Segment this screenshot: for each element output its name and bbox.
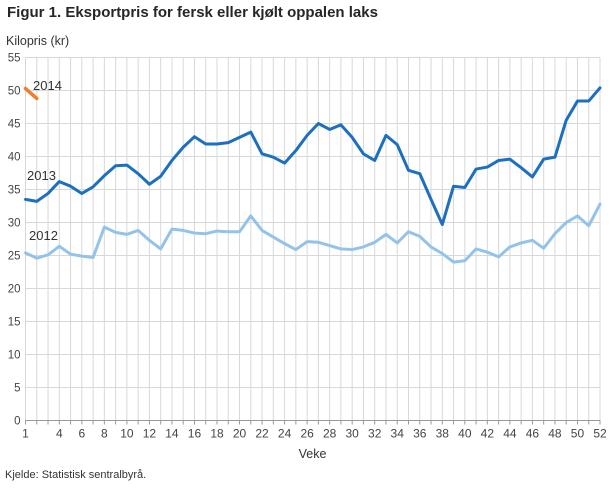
source-note: Kjelde: Statistisk sentralbyrå. bbox=[5, 469, 147, 481]
x-tick-label: 30 bbox=[345, 427, 359, 441]
x-tick-label: 44 bbox=[503, 427, 517, 441]
x-tick-label: 24 bbox=[278, 427, 292, 441]
y-tick-label: 15 bbox=[8, 317, 21, 329]
series-label-2012: 2012 bbox=[29, 228, 58, 243]
x-tick-label: 36 bbox=[413, 427, 427, 441]
x-tick-label: 48 bbox=[548, 427, 562, 441]
y-tick-label: 0 bbox=[14, 416, 20, 428]
y-tick-label: 55 bbox=[8, 53, 21, 65]
y-tick-label: 20 bbox=[8, 284, 21, 296]
x-tick-label: 50 bbox=[571, 427, 585, 441]
x-tick-label: 34 bbox=[391, 427, 405, 441]
x-tick-label: 6 bbox=[78, 427, 85, 441]
chart-title: Figur 1. Eksportpris for fersk eller kjø… bbox=[7, 4, 378, 21]
x-tick-label: 40 bbox=[458, 427, 472, 441]
x-axis-label: Veke bbox=[298, 447, 327, 461]
x-tick-label: 42 bbox=[481, 427, 495, 441]
y-tick-label: 35 bbox=[8, 185, 21, 197]
series-label-2013: 2013 bbox=[27, 168, 56, 183]
y-tick-label: 5 bbox=[14, 383, 20, 395]
y-axis-label: Kilopris (kr) bbox=[6, 34, 70, 48]
x-tick-label: 16 bbox=[188, 427, 202, 441]
series-line-2014 bbox=[23, 86, 39, 101]
y-tick-label: 30 bbox=[8, 218, 21, 230]
y-tick-label: 45 bbox=[8, 119, 21, 131]
x-tick-label: 28 bbox=[323, 427, 337, 441]
x-tick-label: 14 bbox=[165, 427, 179, 441]
y-tick-label: 50 bbox=[8, 86, 21, 98]
x-tick-label: 46 bbox=[526, 427, 540, 441]
y-tick-label: 10 bbox=[8, 350, 21, 362]
x-tick-label: 38 bbox=[436, 427, 450, 441]
y-tick-label: 40 bbox=[8, 152, 21, 164]
y-tick-label: 25 bbox=[8, 251, 21, 263]
x-tick-label: 22 bbox=[255, 427, 269, 441]
x-tick-label: 52 bbox=[593, 427, 607, 441]
x-tick-label: 8 bbox=[101, 427, 108, 441]
x-tick-label: 20 bbox=[233, 427, 247, 441]
series-label-2014: 2014 bbox=[33, 78, 62, 93]
x-tick-label: 26 bbox=[300, 427, 314, 441]
x-tick-label: 18 bbox=[210, 427, 224, 441]
x-tick-label: 32 bbox=[368, 427, 382, 441]
series-line-2013 bbox=[24, 86, 602, 226]
series-line-2012 bbox=[24, 202, 602, 264]
x-tick-label: 1 bbox=[22, 427, 29, 441]
x-tick-label: 10 bbox=[120, 427, 134, 441]
x-tick-label: 4 bbox=[56, 427, 63, 441]
x-tick-label: 12 bbox=[143, 427, 157, 441]
